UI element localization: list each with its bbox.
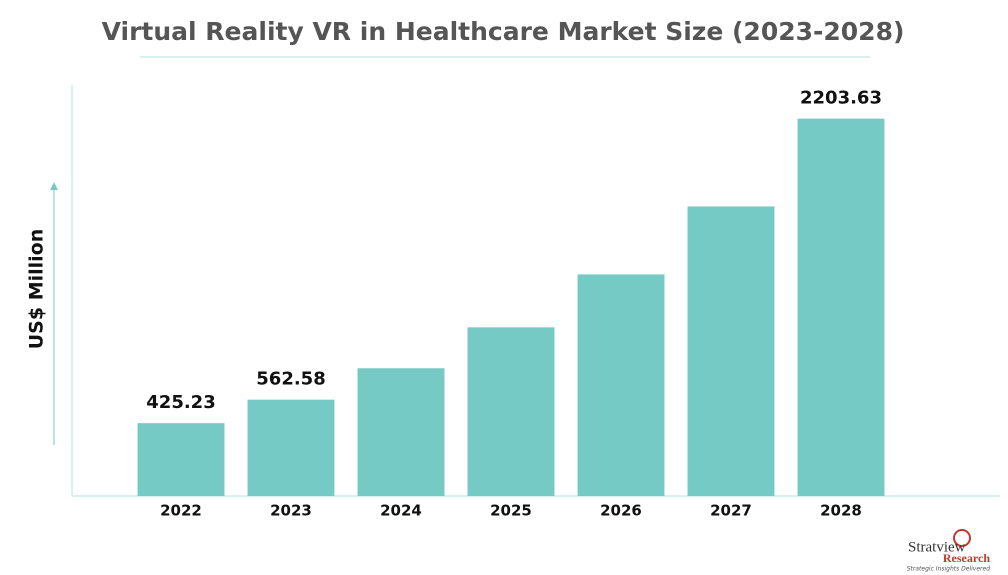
x-tick-label: 2022 xyxy=(160,502,202,520)
x-tick-label: 2023 xyxy=(270,502,312,520)
axis-arrowhead xyxy=(50,182,58,190)
logo-name: Stratview xyxy=(908,539,966,555)
chart-title: Virtual Reality VR in Healthcare Market … xyxy=(102,17,905,46)
bar xyxy=(357,368,445,496)
x-tick-label: 2024 xyxy=(380,502,422,520)
logo-icon xyxy=(953,529,971,547)
bar xyxy=(687,206,775,496)
bar xyxy=(577,274,665,496)
logo-sub: Research xyxy=(943,551,990,565)
bar xyxy=(467,327,555,496)
x-tick-label: 2025 xyxy=(490,502,532,520)
x-tick-label: 2026 xyxy=(600,502,642,520)
logo: Stratview Research Strategic Insights De… xyxy=(907,529,990,573)
value-label: 2203.63 xyxy=(800,88,882,109)
x-tick-label: 2027 xyxy=(710,502,752,520)
x-tick-label: 2028 xyxy=(820,502,862,520)
value-label: 425.23 xyxy=(146,392,215,413)
value-label: 562.58 xyxy=(256,369,325,390)
bar xyxy=(247,399,335,496)
bar xyxy=(137,423,225,496)
y-axis-label: US$ Million xyxy=(26,229,48,350)
logo-tagline: Strategic Insights Delivered xyxy=(907,566,990,573)
bar xyxy=(797,118,885,497)
